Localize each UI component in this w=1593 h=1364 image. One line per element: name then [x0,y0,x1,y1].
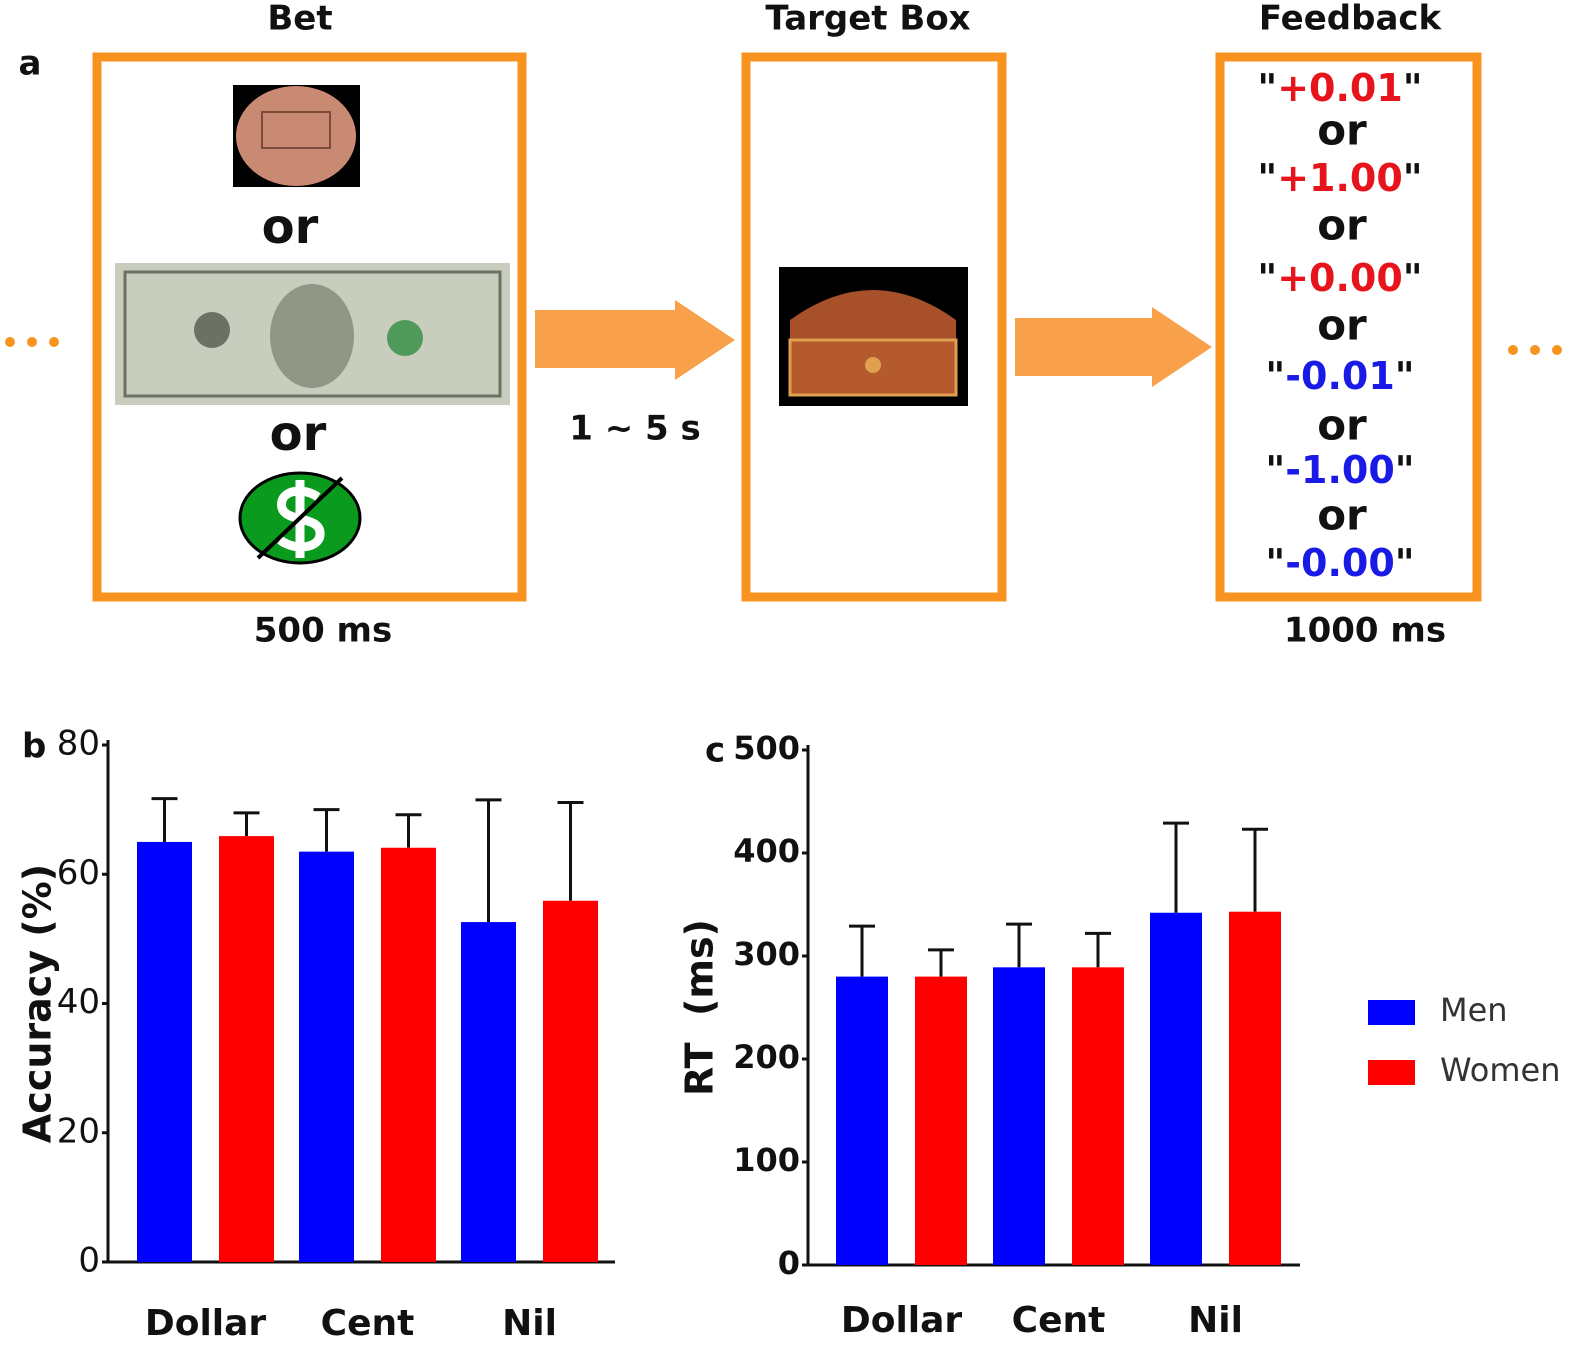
y-tick-label: 100 [733,1141,800,1179]
panel-label: a [19,44,42,84]
no-money-icon [238,471,362,565]
quote: " [1395,448,1415,492]
y-tick-label: 60 [57,853,100,893]
y-tick-label: 0 [78,1241,100,1281]
step-title: Bet [267,0,332,39]
or-label: or [270,406,327,462]
bar [1150,912,1202,1265]
panel-label: c [705,731,725,771]
quote: " [1403,156,1423,200]
bet-box [92,52,527,602]
quote: " [1257,256,1277,300]
or-label: or [262,199,319,255]
bar [836,976,888,1265]
penny-icon [233,85,360,187]
step-title: Feedback [1259,0,1443,39]
arrow [535,300,735,380]
legend-label: Women [1440,1051,1560,1089]
x-tick-label: Cent [1012,1300,1106,1341]
y-tick-label: 300 [733,935,800,973]
quote: " [1265,541,1285,585]
legend-swatch [1368,1060,1415,1085]
legend-swatch [1368,1000,1415,1025]
feedback-item: "-1.00" [1265,448,1414,492]
quote: " [1257,156,1277,200]
feedback-item: "-0.00" [1265,541,1414,585]
bar [299,851,354,1262]
or-label: or [1317,201,1367,250]
y-axis-label: Accuracy (%) [16,864,60,1143]
quote: " [1265,354,1285,398]
panel-label: b [22,727,46,767]
treasure-chest-icon [779,267,968,406]
feedback-item: "+1.00" [1257,156,1422,200]
bar [543,900,598,1262]
y-tick-label: 80 [57,724,100,764]
or-label: or [1317,401,1367,450]
y-tick-label: 500 [733,729,800,767]
bar [993,967,1045,1265]
x-tick-label: Dollar [145,1303,267,1344]
y-tick-label: 40 [57,982,100,1022]
x-tick-label: Nil [1188,1300,1243,1341]
or-label: or [1317,106,1367,155]
legend-label: Men [1440,991,1508,1029]
or-label: or [1317,491,1367,540]
quote: " [1395,354,1415,398]
bar [915,976,967,1265]
target-box [741,52,1007,602]
x-tick-label: Dollar [841,1300,963,1341]
y-tick-label: 20 [57,1111,100,1151]
step-title: Target Box [765,0,970,39]
quote: " [1265,448,1285,492]
feedback-value: -0.01 [1285,354,1395,398]
bar [461,922,516,1262]
feedback-value: +1.00 [1277,156,1403,200]
quote: " [1403,256,1423,300]
or-label: or [1317,301,1367,350]
feedback-box [1215,52,1482,602]
y-tick-label: 0 [778,1244,800,1282]
quote: " [1395,541,1415,585]
ellipsis [5,337,59,347]
y-axis-label: RT (ms) [678,919,722,1096]
feedback-item: "+0.01" [1257,66,1422,110]
feedback-value: -0.00 [1285,541,1395,585]
quote: " [1257,66,1277,110]
feedback-value: -1.00 [1285,448,1395,492]
dollar-bill-icon [115,263,510,405]
interval-label: 1 ~ 5 s [569,409,701,449]
feedback-item: "-0.01" [1265,354,1414,398]
duration-label: 500 ms [254,611,392,651]
feedback-value: +0.01 [1277,66,1403,110]
bar [381,847,436,1262]
bar [137,841,192,1262]
bar [1072,967,1124,1265]
arrow [1015,307,1212,387]
feedback-value: +0.00 [1277,256,1403,300]
x-tick-label: Cent [321,1303,415,1344]
bar [1229,911,1281,1265]
duration-label: 1000 ms [1284,611,1446,651]
ellipsis [1508,345,1562,355]
feedback-item: "+0.00" [1257,256,1422,300]
panel-a-layout [5,52,1562,602]
quote: " [1403,66,1423,110]
y-tick-label: 200 [733,1038,800,1076]
y-tick-label: 400 [733,832,800,870]
x-tick-label: Nil [502,1303,557,1344]
bar [219,836,274,1262]
